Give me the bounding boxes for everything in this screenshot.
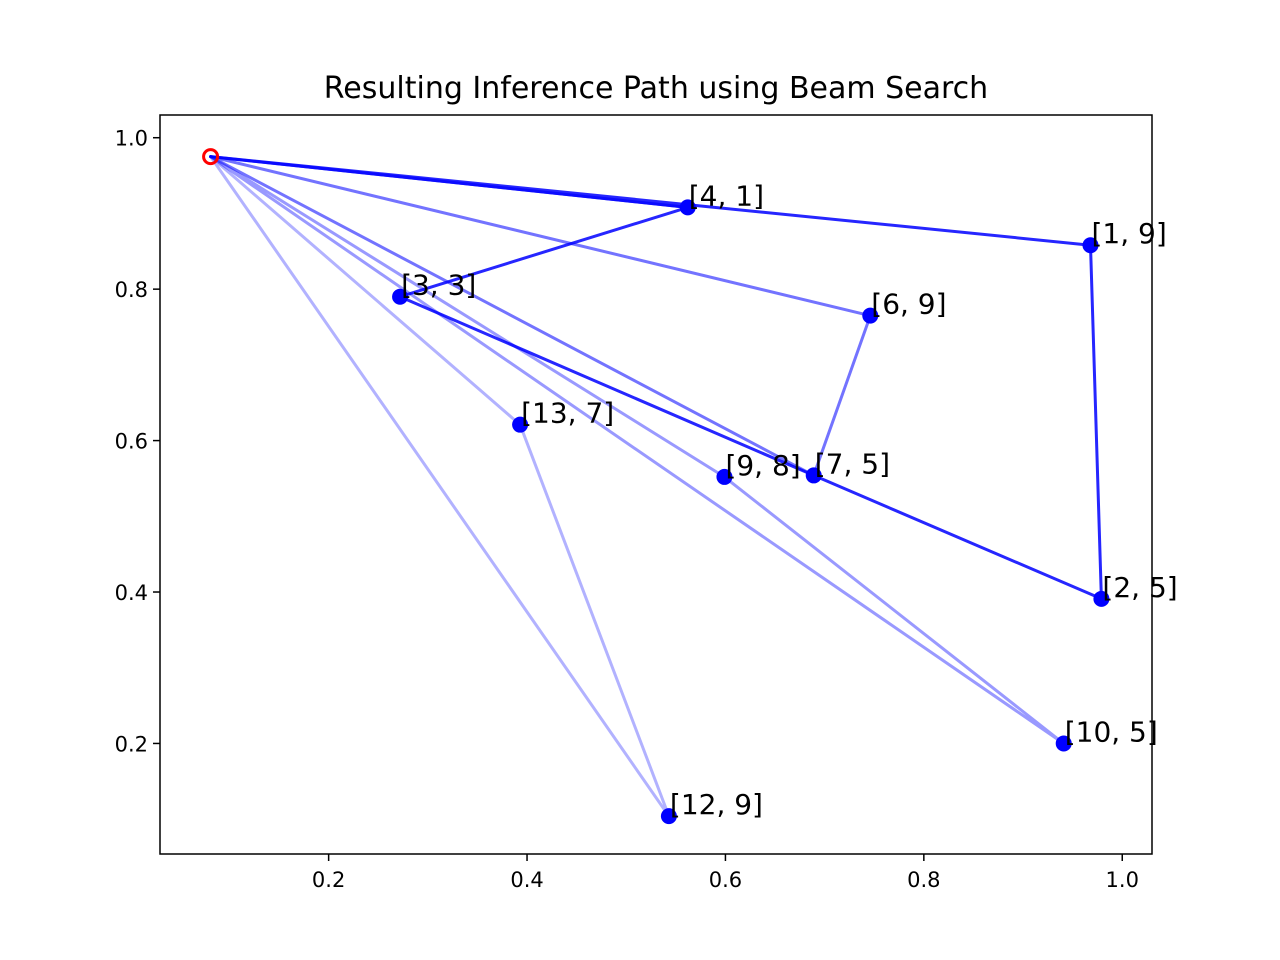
point-labels: [4, 1] [1, 9] [3, 3] [6, 9] [13, 7] [9, 8] [7,…: [401, 179, 1178, 821]
data-point: [1055, 735, 1072, 752]
axes: 0.2 0.4 0.6 0.8 1.0 0.2 0.4 0.6 0.8 1.0: [115, 114, 1153, 892]
data-point: [660, 808, 677, 825]
start-point: [202, 148, 220, 166]
y-tick-label: 0.6: [115, 430, 148, 454]
point-label: [2, 5]: [1102, 571, 1177, 604]
point-label: [7, 5]: [815, 447, 890, 480]
point-label: [12, 9]: [670, 788, 763, 821]
chart-title: Resulting Inference Path using Beam Sear…: [324, 71, 988, 106]
path-line-4: [209, 155, 1066, 745]
y-tick-label: 1.0: [115, 127, 148, 151]
y-tick-label: 0.8: [115, 278, 148, 302]
x-tick-label: 0.6: [709, 868, 742, 892]
data-point: [862, 307, 879, 324]
data-point: [1082, 237, 1099, 254]
data-point: [512, 416, 529, 433]
point-label: [4, 1]: [689, 179, 764, 212]
point-label: [3, 3]: [401, 269, 476, 302]
path-points: [202, 148, 1110, 825]
x-tick-label: 0.4: [510, 868, 543, 892]
data-point: [716, 468, 733, 485]
data-point: [805, 467, 822, 484]
path-line-5: [209, 155, 671, 818]
x-tick-label: 0.2: [312, 868, 345, 892]
data-point: [1093, 590, 1110, 607]
path-line-2: [209, 155, 690, 209]
y-tick-label: 0.4: [115, 581, 148, 605]
point-label: [6, 9]: [871, 288, 946, 321]
point-label: [10, 5]: [1065, 715, 1158, 748]
point-label: [1, 9]: [1091, 217, 1166, 250]
x-tick-label: 1.0: [1106, 868, 1139, 892]
data-point: [392, 288, 409, 305]
path-line-3: [209, 155, 872, 477]
x-tick-label: 0.8: [907, 868, 940, 892]
plot-frame: [159, 114, 1153, 855]
y-tick-label: 0.2: [115, 732, 148, 756]
point-label: [13, 7]: [521, 397, 614, 430]
point-label: [9, 8]: [725, 449, 800, 482]
data-point: [679, 199, 696, 216]
